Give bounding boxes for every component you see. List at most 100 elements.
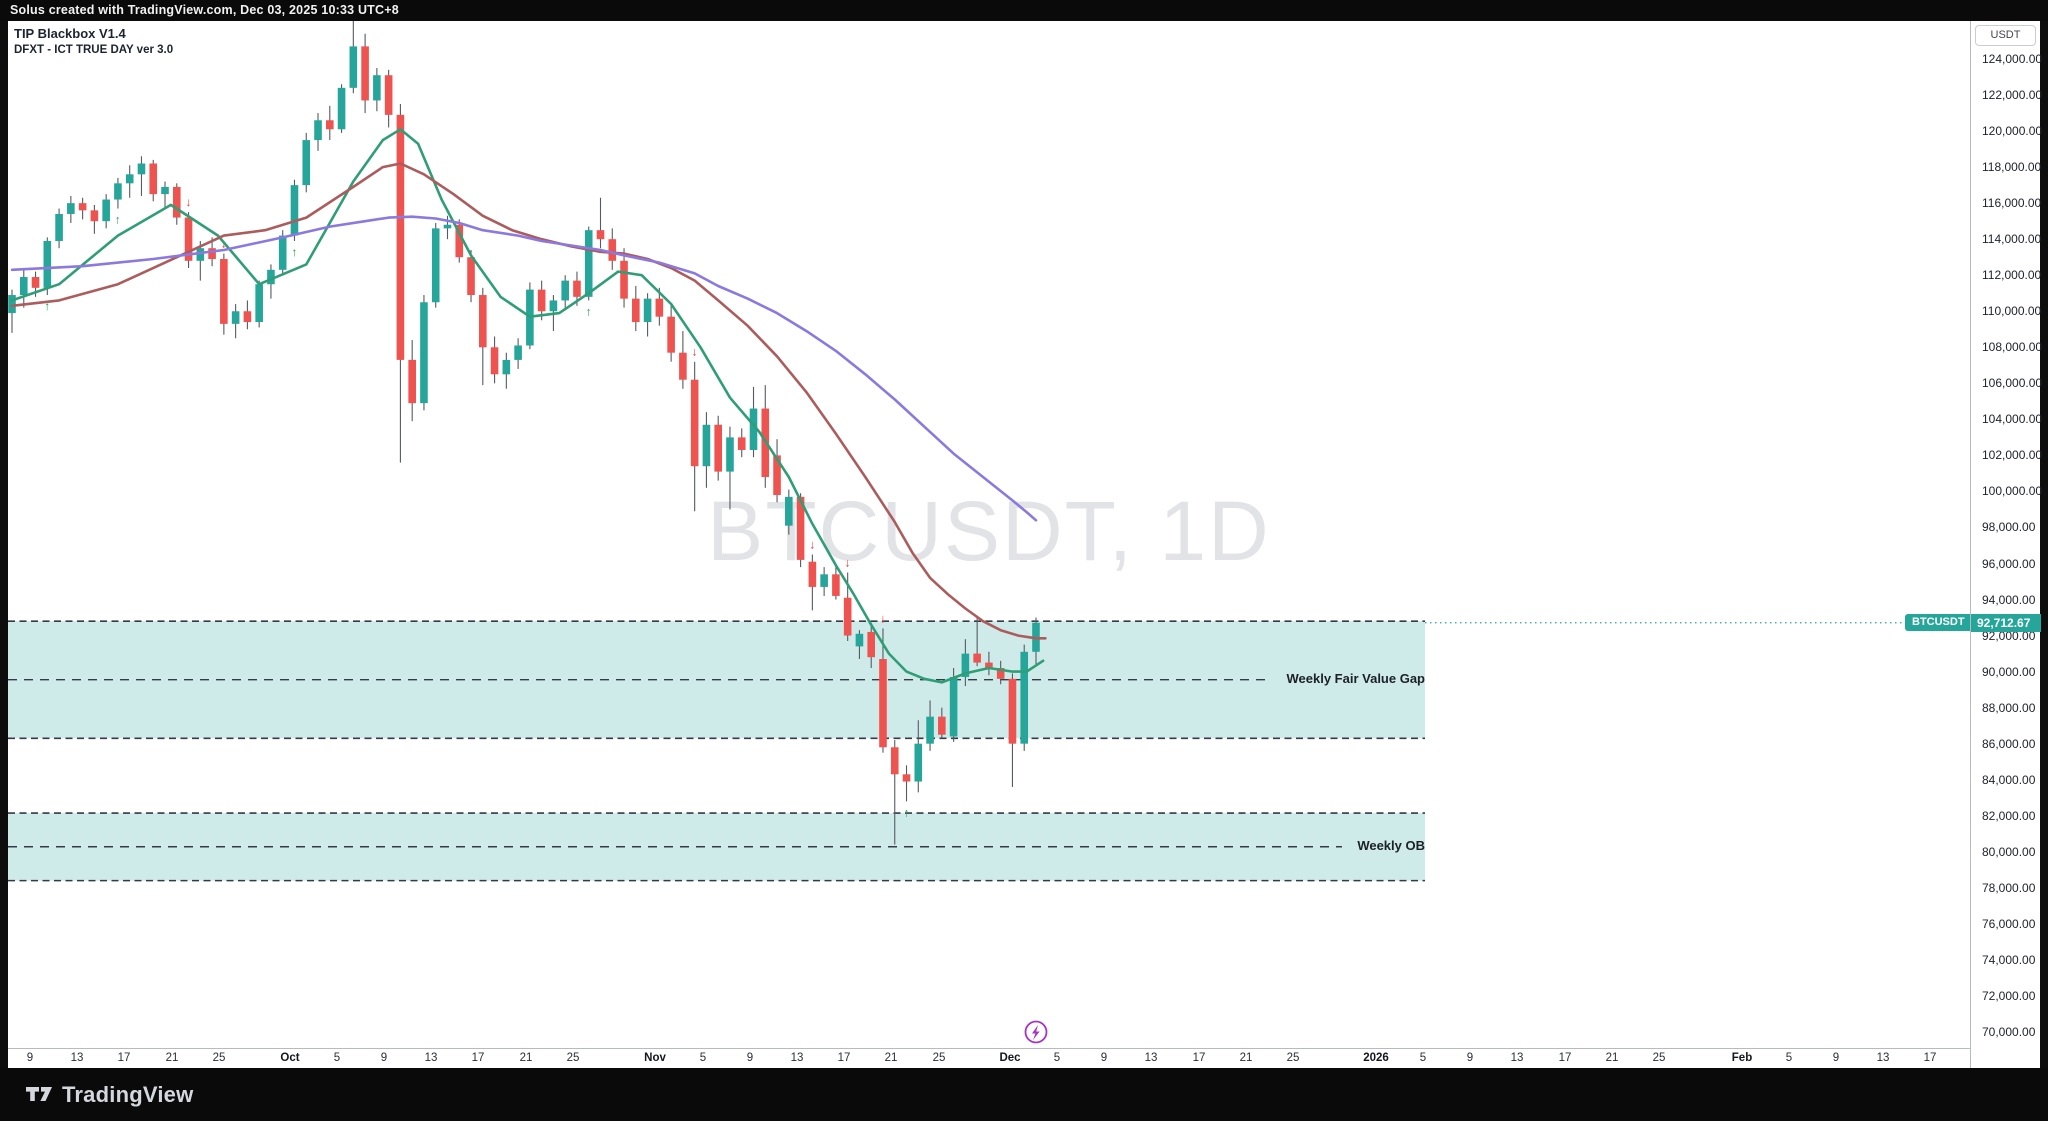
candle-body: [608, 239, 617, 261]
candle-body: [455, 224, 464, 258]
price-tick-label: 106,000.00: [1982, 376, 2043, 391]
time-axis-month-label: Oct: [280, 1052, 300, 1064]
candle-body: [31, 277, 40, 288]
candle-body: [702, 424, 711, 467]
time-axis-day-label: 5: [699, 1052, 707, 1064]
price-tick-label: 100,000.00: [1982, 484, 2043, 499]
candle-body: [867, 631, 876, 658]
price-tick-label: 74,000.00: [1982, 952, 2036, 967]
time-axis-day-label: 5: [333, 1052, 341, 1064]
candle-body: [843, 597, 852, 636]
last-price-label: 92,712.67: [1971, 613, 2041, 632]
candle-body: [655, 298, 664, 317]
candle-body: [420, 302, 428, 404]
candlestick-chart[interactable]: ↑↑↑↑↑↓↓↓↓↓↓: [8, 21, 1970, 1048]
candle-body: [479, 295, 487, 348]
candle-body: [1008, 678, 1017, 744]
candle-body: [1020, 651, 1029, 744]
candle-body: [502, 359, 511, 375]
candle-body: [632, 298, 640, 323]
time-axis-day-label: 9: [26, 1052, 34, 1064]
time-axis-day-label: 25: [1652, 1052, 1666, 1064]
price-tick-label: 118,000.00: [1982, 160, 2042, 175]
candle-body: [726, 437, 734, 472]
price-tick-label: 78,000.00: [1982, 880, 2036, 895]
price-tick-label: 116,000.00: [1982, 196, 2042, 211]
candle-body: [596, 230, 605, 240]
candle-body: [43, 240, 52, 288]
candle-body: [573, 280, 581, 297]
candle-body: [667, 316, 675, 353]
candle-body: [902, 774, 911, 782]
time-axis-day-label: 13: [1876, 1052, 1890, 1064]
price-tick-label: 110,000.00: [1982, 304, 2042, 319]
time-axis-day-label: 17: [117, 1052, 131, 1064]
candle-body: [361, 46, 369, 101]
snapshot-attribution-text: Solus created with TradingView.com, Dec …: [10, 3, 399, 17]
candle-body: [184, 217, 193, 261]
time-axis-day-label: 5: [1785, 1052, 1793, 1064]
candle-body: [325, 120, 334, 130]
candle-body: [985, 662, 993, 669]
candle-body: [19, 277, 28, 296]
candle-body: [832, 574, 840, 596]
time-axis[interactable]: 9 13 17 21 25 Oct 5 9 13 17 21 25 Nov 5 9 13 17 21 25 Dec 5 9…: [8, 1048, 2040, 1068]
indicator-title-1: TIP Blackbox V1.4: [14, 26, 126, 41]
candle-body: [973, 653, 981, 663]
candle-body: [431, 228, 440, 303]
price-tick-label: 90,000.00: [1982, 664, 2036, 679]
candle-body: [467, 257, 475, 296]
price-tick-label: 94,000.00: [1982, 592, 2036, 607]
candle-body: [243, 311, 252, 323]
candle-body: [384, 75, 393, 115]
indicator-labels: TIP Blackbox V1.4 DFXT - ICT TRUE DAY ve…: [14, 26, 173, 56]
time-axis-day-label: 21: [519, 1052, 533, 1064]
candle-body: [561, 280, 569, 301]
price-tick-label: 84,000.00: [1982, 772, 2036, 787]
currency-unit-button[interactable]: USDT: [1975, 25, 2036, 46]
candle-body: [549, 300, 558, 312]
candle-body: [961, 653, 970, 678]
candle-body: [949, 677, 958, 737]
candle-body: [408, 359, 416, 404]
price-axis[interactable]: USDT 124,000.00 122,000.00 120,000.00 118,0…: [1970, 21, 2043, 1068]
tradingview-logo[interactable]: TradingView: [26, 1082, 193, 1108]
weekly-fvg-zone-label: Weekly Fair Value Gap: [1286, 670, 1426, 686]
time-axis-day-label: 13: [790, 1052, 804, 1064]
tradingview-logo-text: TradingView: [62, 1081, 194, 1107]
sell-signal-arrow-icon: ↓: [692, 345, 698, 359]
time-axis-day-label: 5: [1419, 1052, 1427, 1064]
time-axis-month-label: Nov: [644, 1052, 666, 1064]
candle-body: [114, 183, 122, 200]
candle-body: [278, 235, 287, 270]
candle-body: [890, 747, 899, 775]
price-tick-label: 82,000.00: [1982, 808, 2036, 823]
candle-body: [773, 455, 781, 496]
candle-body: [996, 668, 1005, 679]
ma-fast-green-line: [10, 128, 1045, 684]
time-axis-day-label: 25: [1286, 1052, 1300, 1064]
candle-body: [514, 345, 522, 360]
candle-body: [737, 437, 746, 450]
candle-body: [679, 352, 687, 380]
ma-slow-purple-line: [10, 215, 1038, 522]
candle-body: [808, 561, 817, 587]
chart-panel[interactable]: BTCUSDT, 1D ↑ ↑ ↑ ↑ ↑ ↓ ↓ ↓ ↓ ↓ ↓ TIP Blackbox V1.…: [8, 21, 2043, 1068]
price-tick-label: 98,000.00: [1982, 520, 2036, 535]
price-tick-label: 114,000.00: [1982, 232, 2042, 247]
time-axis-day-label: 17: [1192, 1052, 1206, 1064]
time-axis-day-label: 25: [932, 1052, 946, 1064]
time-axis-day-label: 13: [1144, 1052, 1158, 1064]
candle-body: [302, 140, 311, 186]
time-axis-day-label: 25: [212, 1052, 226, 1064]
tradingview-logo-icon: [26, 1087, 52, 1101]
time-axis-day-label: 9: [1100, 1052, 1108, 1064]
price-tick-label: 108,000.00: [1982, 340, 2043, 355]
symbol-price-tag: BTCUSDT: [1905, 614, 1972, 632]
candle-body: [443, 224, 452, 229]
candle-body: [879, 659, 887, 748]
time-axis-day-label: 21: [884, 1052, 898, 1064]
time-axis-day-label: 21: [1239, 1052, 1253, 1064]
candle-body: [220, 259, 228, 324]
indicator-title-2: DFXT - ICT TRUE DAY ver 3.0: [14, 44, 174, 56]
